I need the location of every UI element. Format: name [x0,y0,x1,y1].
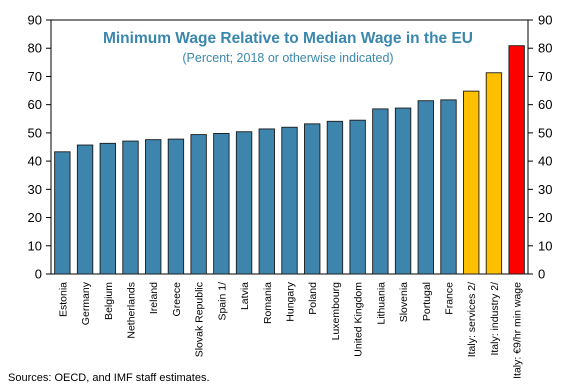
bar [304,123,321,275]
y-tick-label-left: 10 [28,238,42,253]
chart-subtitle: (Percent; 2018 or otherwise indicated) [182,51,393,65]
bar [281,126,298,275]
bar [326,120,344,275]
y-tick-label-left: 80 [28,41,42,56]
bar [167,138,185,275]
y-tick-label-left: 90 [28,13,42,28]
category-label: Slovenia [398,282,410,322]
bar [190,134,207,275]
y-tick-label-left: 0 [35,267,42,282]
bar [463,90,480,275]
y-tick-label-right: 10 [538,238,552,253]
bar [372,108,389,275]
category-label: Netherlands [126,282,138,339]
category-label: Slovak Republic [194,282,206,357]
y-tick-label-right: 60 [538,97,552,112]
category-label: Belgium [103,282,115,320]
bar [54,151,71,275]
bar [394,107,412,275]
y-tick-label-right: 70 [538,69,552,84]
category-label: Ireland [148,282,160,314]
category-label: Portugal [421,282,433,321]
category-label: Spain 1/ [216,282,228,321]
category-label: Greece [171,282,183,317]
category-label: Poland [307,282,319,315]
y-tick-label-left: 70 [28,69,42,84]
bar [99,142,116,275]
category-label: Italy: industry 2/ [489,282,501,356]
category-label: Italy: €9/hr min wage [512,282,524,379]
y-tick-label-left: 20 [28,210,42,225]
category-label: France [444,282,456,315]
category-label: Latvia [239,282,251,310]
tick-labels: 0 0 10 10 20 20 30 30 40 40 50 50 60 60 70 70 80 80 90 90 [28,13,553,282]
y-tick-label-right: 0 [538,267,545,282]
bar [508,45,525,275]
category-label: Germany [80,281,92,325]
y-tick-label-right: 20 [538,210,552,225]
category-label: Luxembourg [330,282,342,341]
bar [417,100,434,275]
y-tick-label-right: 40 [538,154,552,169]
y-tick-label-left: 30 [28,182,42,197]
y-tick-label-left: 50 [28,125,42,140]
bar [213,133,230,275]
bar [349,119,366,275]
y-tick-label-left: 40 [28,154,42,169]
category-label: Italy: services 2/ [466,282,478,357]
y-tick-label-right: 80 [538,41,552,56]
bar [145,139,162,275]
bars [54,45,525,275]
bar [76,144,94,275]
y-tick-label-right: 90 [538,13,552,28]
bar [258,128,275,275]
category-label: Romania [262,282,274,324]
y-tick-label-right: 30 [538,182,552,197]
category-label: Lithuania [375,282,387,325]
y-tick-label-right: 50 [538,125,552,140]
y-tick-label-left: 60 [28,97,42,112]
category-label: United Kingdom [353,282,365,357]
chart-title: Minimum Wage Relative to Median Wage in … [103,30,473,47]
bar [485,72,503,275]
category-labels: Estonia Germany Belgium Netherlands Ireland G… [57,281,523,379]
bar [235,131,253,275]
category-label: Hungary [285,281,297,321]
source-note: Sources: OECD, and IMF staff estimates. [8,372,210,384]
bar [122,140,139,275]
bar [440,99,457,275]
category-label: Estonia [57,282,69,317]
